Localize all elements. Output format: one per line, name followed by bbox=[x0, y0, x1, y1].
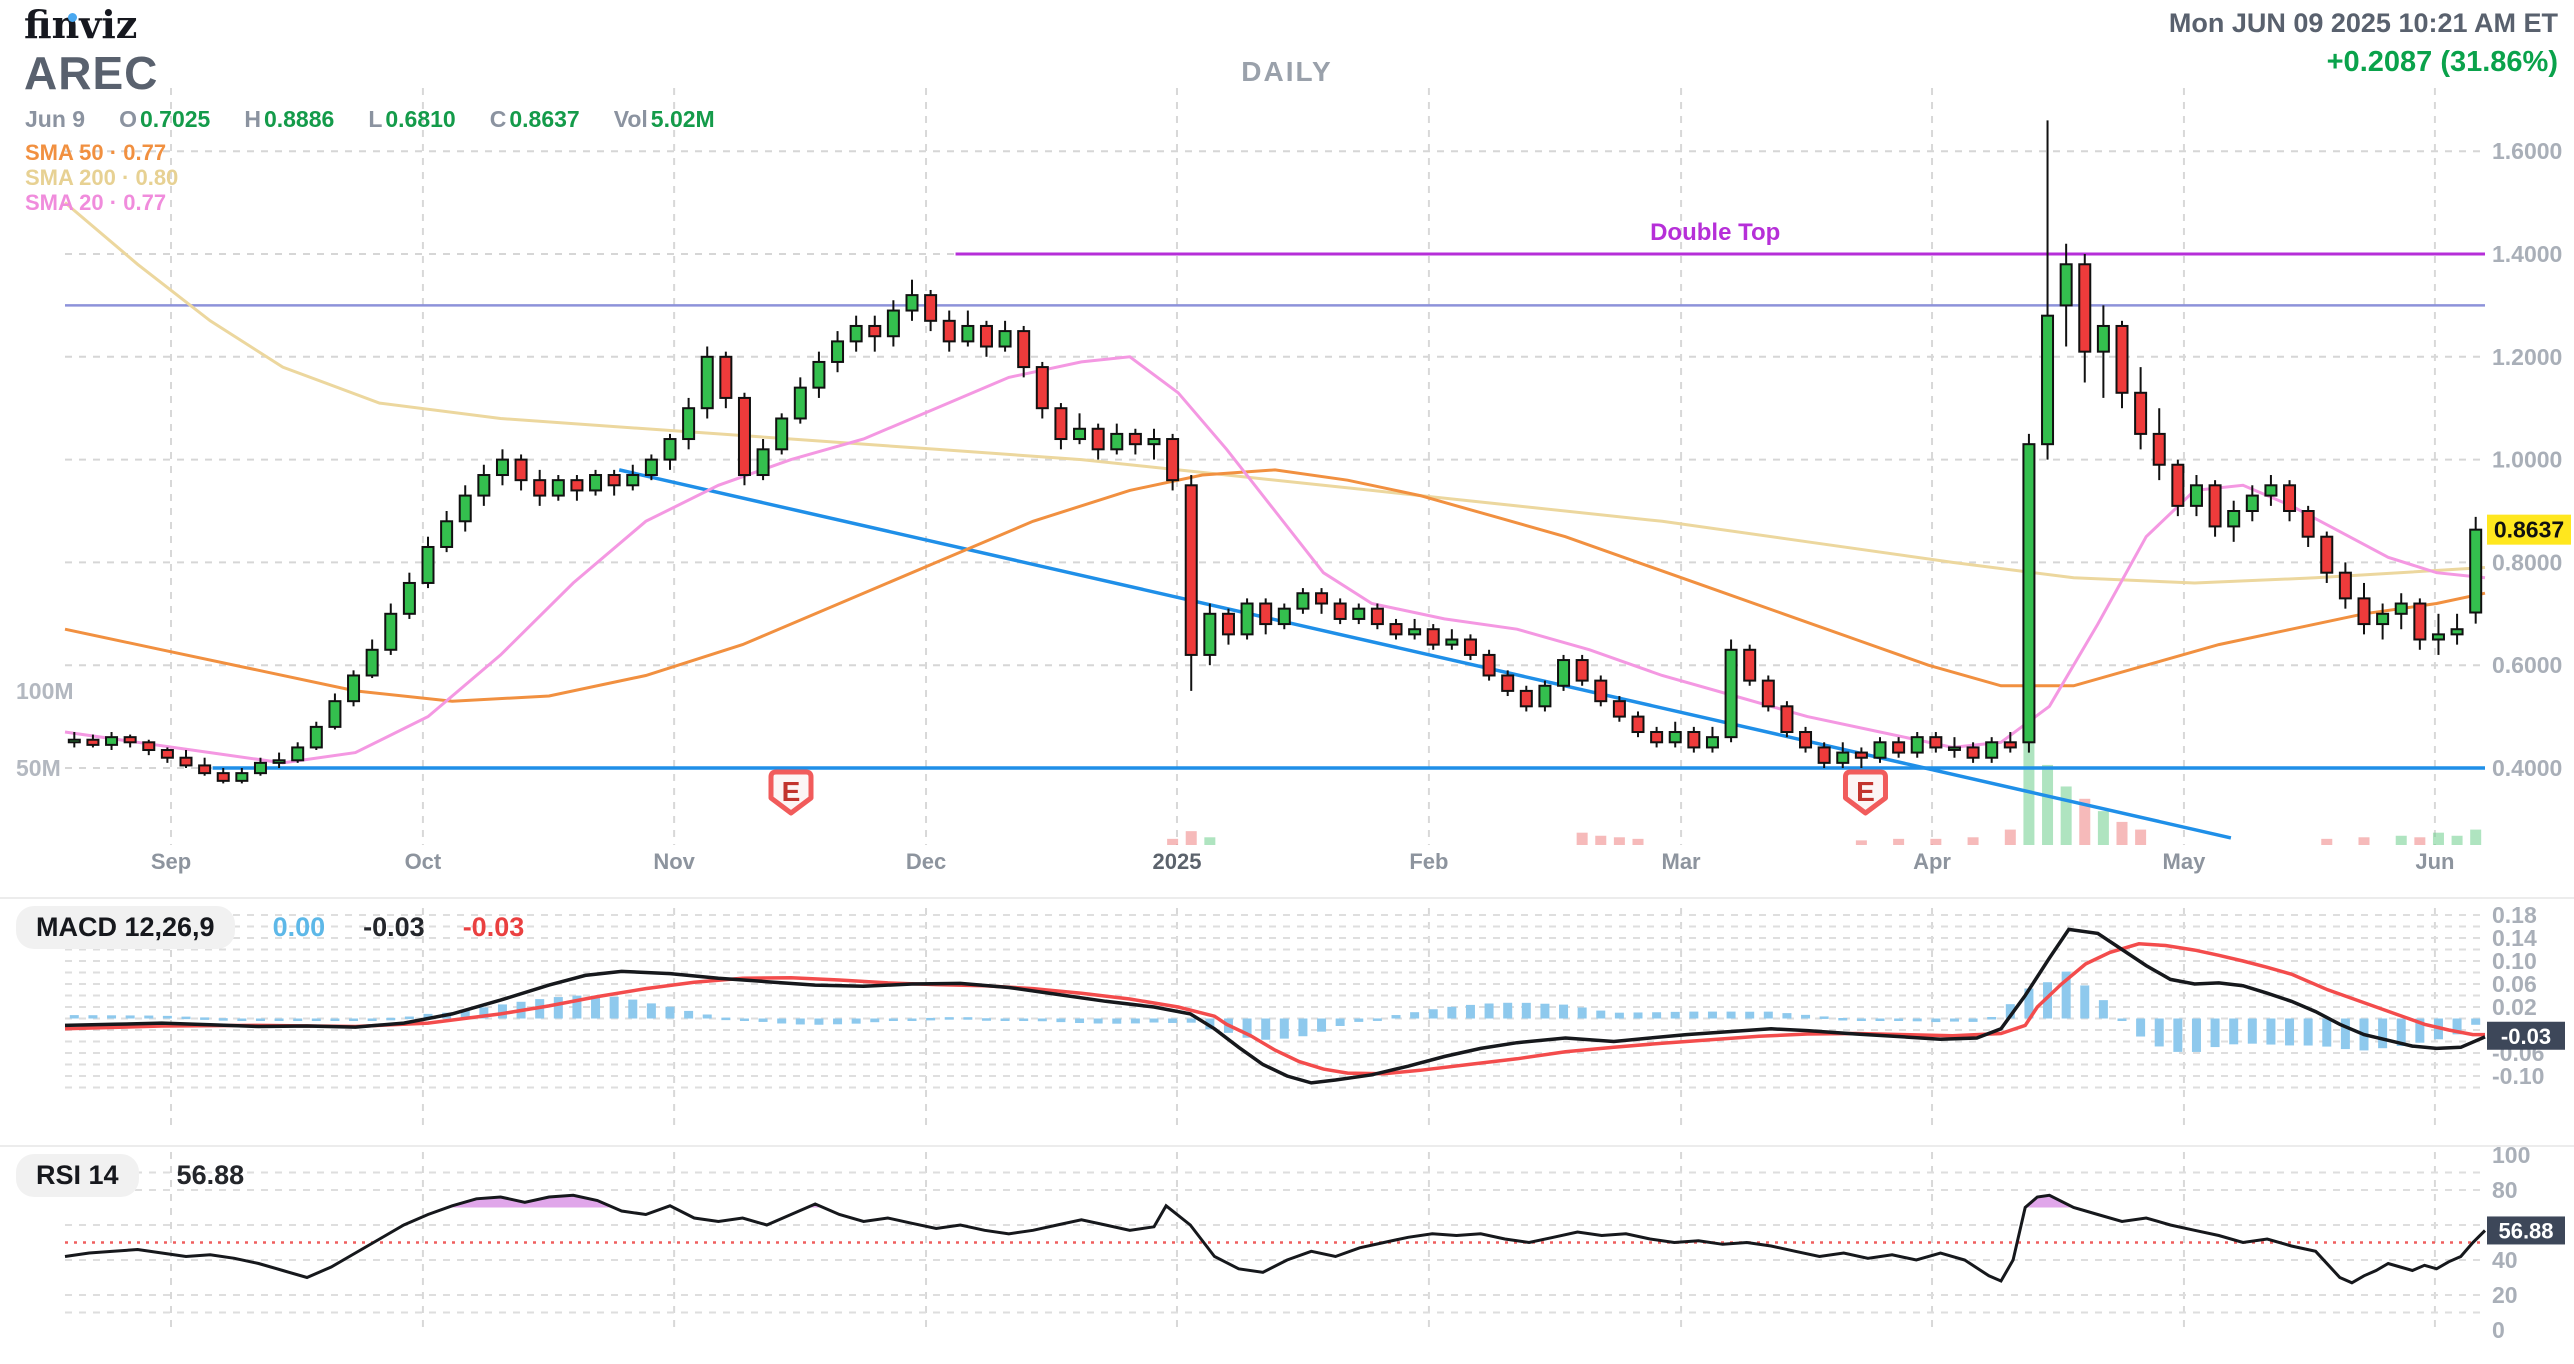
macd-line bbox=[64, 927, 2486, 1085]
svg-text:Nov: Nov bbox=[653, 849, 695, 874]
sma-legend: SMA 50 · 0.77 SMA 200 · 0.80 SMA 20 · 0.… bbox=[25, 140, 178, 215]
svg-text:1.6000: 1.6000 bbox=[2492, 138, 2562, 164]
svg-text:50M: 50M bbox=[16, 755, 61, 781]
quote-volume: Vol 5.02M bbox=[613, 106, 715, 132]
finviz-logo-dot-icon bbox=[68, 13, 77, 22]
rsi-axis-labels: 100 80 40 20 0 bbox=[2492, 1142, 2530, 1343]
svg-text:Mar: Mar bbox=[1662, 849, 1702, 874]
svg-text:Feb: Feb bbox=[1409, 849, 1448, 874]
quote-datetime: Mon JUN 09 2025 10:21 AM ET bbox=[2168, 8, 2558, 38]
svg-text:Oct: Oct bbox=[405, 849, 442, 874]
macd-settings-label: MACD 12,26,9 bbox=[16, 906, 235, 949]
svg-text:May: May bbox=[2163, 849, 2207, 874]
svg-text:Apr: Apr bbox=[1913, 849, 1951, 874]
svg-text:0.18: 0.18 bbox=[2492, 902, 2537, 928]
earnings-icon[interactable]: E bbox=[768, 769, 814, 816]
quote-status: Mon JUN 09 2025 10:21 AM ET +0.2087 (31.… bbox=[2169, 8, 2558, 79]
sma50-legend-item: SMA 50 · 0.77 bbox=[25, 140, 167, 165]
rsi-settings-label: RSI 14 bbox=[16, 1154, 139, 1197]
quote-low: L 0.6810 bbox=[368, 106, 456, 132]
quote-date: Jun 9 bbox=[25, 106, 86, 132]
svg-text:0.4000: 0.4000 bbox=[2492, 755, 2562, 781]
macd-histogram-value: 0.00 bbox=[272, 912, 326, 942]
svg-text:Jun: Jun bbox=[2415, 849, 2454, 874]
chart-annotation-lines: Double Top bbox=[65, 219, 2485, 840]
svg-text:40: 40 bbox=[2492, 1247, 2518, 1273]
svg-text:Sep: Sep bbox=[151, 849, 191, 874]
sma20-line bbox=[64, 355, 2486, 765]
svg-text:1.0000: 1.0000 bbox=[2492, 447, 2562, 473]
svg-text:100: 100 bbox=[2492, 1142, 2530, 1168]
svg-text:E: E bbox=[782, 776, 801, 807]
sma50-line bbox=[64, 468, 2486, 703]
sma20-legend-item: SMA 20 · 0.77 bbox=[25, 190, 167, 215]
volume-axis-labels: 100M 50M bbox=[16, 678, 74, 781]
quote-close: C 0.8637 bbox=[489, 106, 580, 132]
price-axis-labels: 1.6000 1.4000 1.2000 1.0000 0.8000 0.6000 0.40… bbox=[2492, 138, 2562, 781]
svg-text:100M: 100M bbox=[16, 678, 74, 704]
svg-text:0.10: 0.10 bbox=[2492, 948, 2537, 974]
macd-signal-value: -0.03 bbox=[462, 912, 525, 942]
earnings-icon[interactable]: E bbox=[1842, 769, 1888, 816]
svg-text:56.88: 56.88 bbox=[2498, 1218, 2553, 1243]
timeframe-label: DAILY bbox=[1241, 56, 1333, 87]
svg-text:2025: 2025 bbox=[1153, 849, 1202, 874]
svg-text:80: 80 bbox=[2492, 1177, 2518, 1203]
price-change: +0.2087 (31.86%) bbox=[2326, 46, 2558, 78]
current-price-badge: 0.8637 bbox=[2487, 514, 2571, 545]
quote-open: O 0.7025 bbox=[119, 106, 211, 132]
macd-panel-header: MACD 12,26,9 0.00 -0.03 -0.03 bbox=[16, 906, 524, 949]
rsi-gridlines bbox=[65, 1171, 2485, 1314]
svg-text:0.8637: 0.8637 bbox=[2494, 517, 2564, 543]
chart-header: finviz AREC bbox=[24, 6, 158, 100]
macd-line-value: -0.03 bbox=[363, 912, 425, 942]
svg-text:0.02: 0.02 bbox=[2492, 994, 2537, 1020]
svg-text:0.06: 0.06 bbox=[2492, 971, 2537, 997]
double-top-label: Double Top bbox=[1650, 219, 1780, 246]
svg-text:0.8000: 0.8000 bbox=[2492, 549, 2562, 575]
sma200-line bbox=[64, 201, 2486, 585]
svg-text:-0.10: -0.10 bbox=[2492, 1063, 2544, 1089]
rsi-value-badge: 56.88 bbox=[2487, 1216, 2565, 1245]
ticker-symbol: AREC bbox=[24, 47, 159, 99]
rsi-current-value: 56.88 bbox=[176, 1160, 245, 1190]
finviz-logo-text: finviz bbox=[24, 2, 138, 47]
svg-text:1.2000: 1.2000 bbox=[2492, 344, 2562, 370]
candles bbox=[67, 120, 2483, 784]
macd-signal-line bbox=[64, 942, 2485, 1076]
svg-text:0.14: 0.14 bbox=[2492, 925, 2537, 951]
rsi-level-lines bbox=[65, 1241, 2485, 1244]
svg-text:E: E bbox=[1856, 776, 1875, 807]
macd-axis-labels: 0.180.140.100.060.02-0.06-0.10 bbox=[2492, 902, 2544, 1089]
svg-text:20: 20 bbox=[2492, 1282, 2518, 1308]
rsi-line bbox=[64, 1193, 2487, 1285]
svg-text:0.6000: 0.6000 bbox=[2492, 652, 2562, 678]
svg-text:Dec: Dec bbox=[906, 849, 946, 874]
sma200-legend-item: SMA 200 · 0.80 bbox=[25, 165, 179, 190]
month-labels: Sep Oct Nov Dec 2025 Feb Mar Apr May Jun bbox=[151, 849, 2455, 874]
ohlc-quote-row: Jun 9 O 0.7025 H 0.8886 L 0.6810 C 0.8637 Vo… bbox=[25, 106, 715, 133]
quote-high: H 0.8886 bbox=[244, 106, 335, 132]
svg-text:0: 0 bbox=[2492, 1317, 2505, 1343]
finviz-logo: finviz bbox=[24, 6, 158, 44]
rsi-overbought-fill bbox=[447, 1195, 2074, 1208]
svg-text:-0.03: -0.03 bbox=[2501, 1024, 2551, 1049]
rsi-panel-header: RSI 14 56.88 bbox=[16, 1154, 244, 1197]
month-gridlines bbox=[169, 88, 2436, 1332]
panel-separators bbox=[0, 897, 2574, 1147]
macd-value-badge: -0.03 bbox=[2487, 1021, 2565, 1050]
price-gridlines bbox=[65, 150, 2485, 769]
svg-text:1.4000: 1.4000 bbox=[2492, 241, 2562, 267]
